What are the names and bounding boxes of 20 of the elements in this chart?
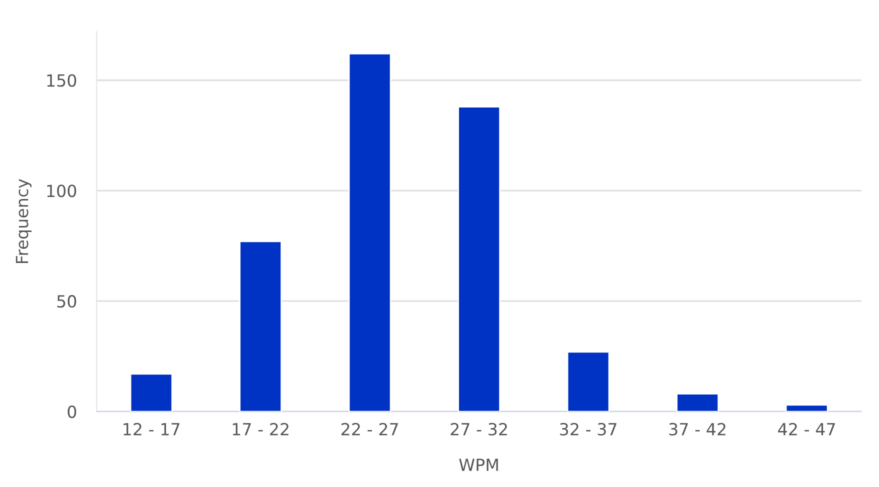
- x-tick-label: 17 - 22: [232, 422, 288, 436]
- y-tick-label: 50: [57, 295, 76, 308]
- x-tick-label: 22 - 27: [342, 422, 398, 436]
- y-axis-title: Frequency: [16, 179, 32, 263]
- x-tick-label: 27 - 32: [450, 422, 507, 436]
- x-tick-label: 37 - 42: [669, 422, 726, 436]
- y-tick-label: 150: [47, 74, 76, 87]
- bar: [458, 106, 501, 412]
- bar: [239, 240, 282, 412]
- x-tick-label: 32 - 37: [560, 422, 616, 436]
- bar: [785, 404, 828, 412]
- bar: [348, 53, 392, 412]
- x-axis-title: WPM: [459, 458, 498, 471]
- y-tick-label: 0: [68, 405, 76, 418]
- y-tick-label: 100: [47, 184, 76, 198]
- x-tick-label: 42 - 47: [778, 422, 835, 436]
- x-tick-label: 12 - 17: [124, 422, 180, 436]
- bar: [130, 373, 173, 412]
- bar: [566, 351, 610, 412]
- bar: [676, 393, 719, 412]
